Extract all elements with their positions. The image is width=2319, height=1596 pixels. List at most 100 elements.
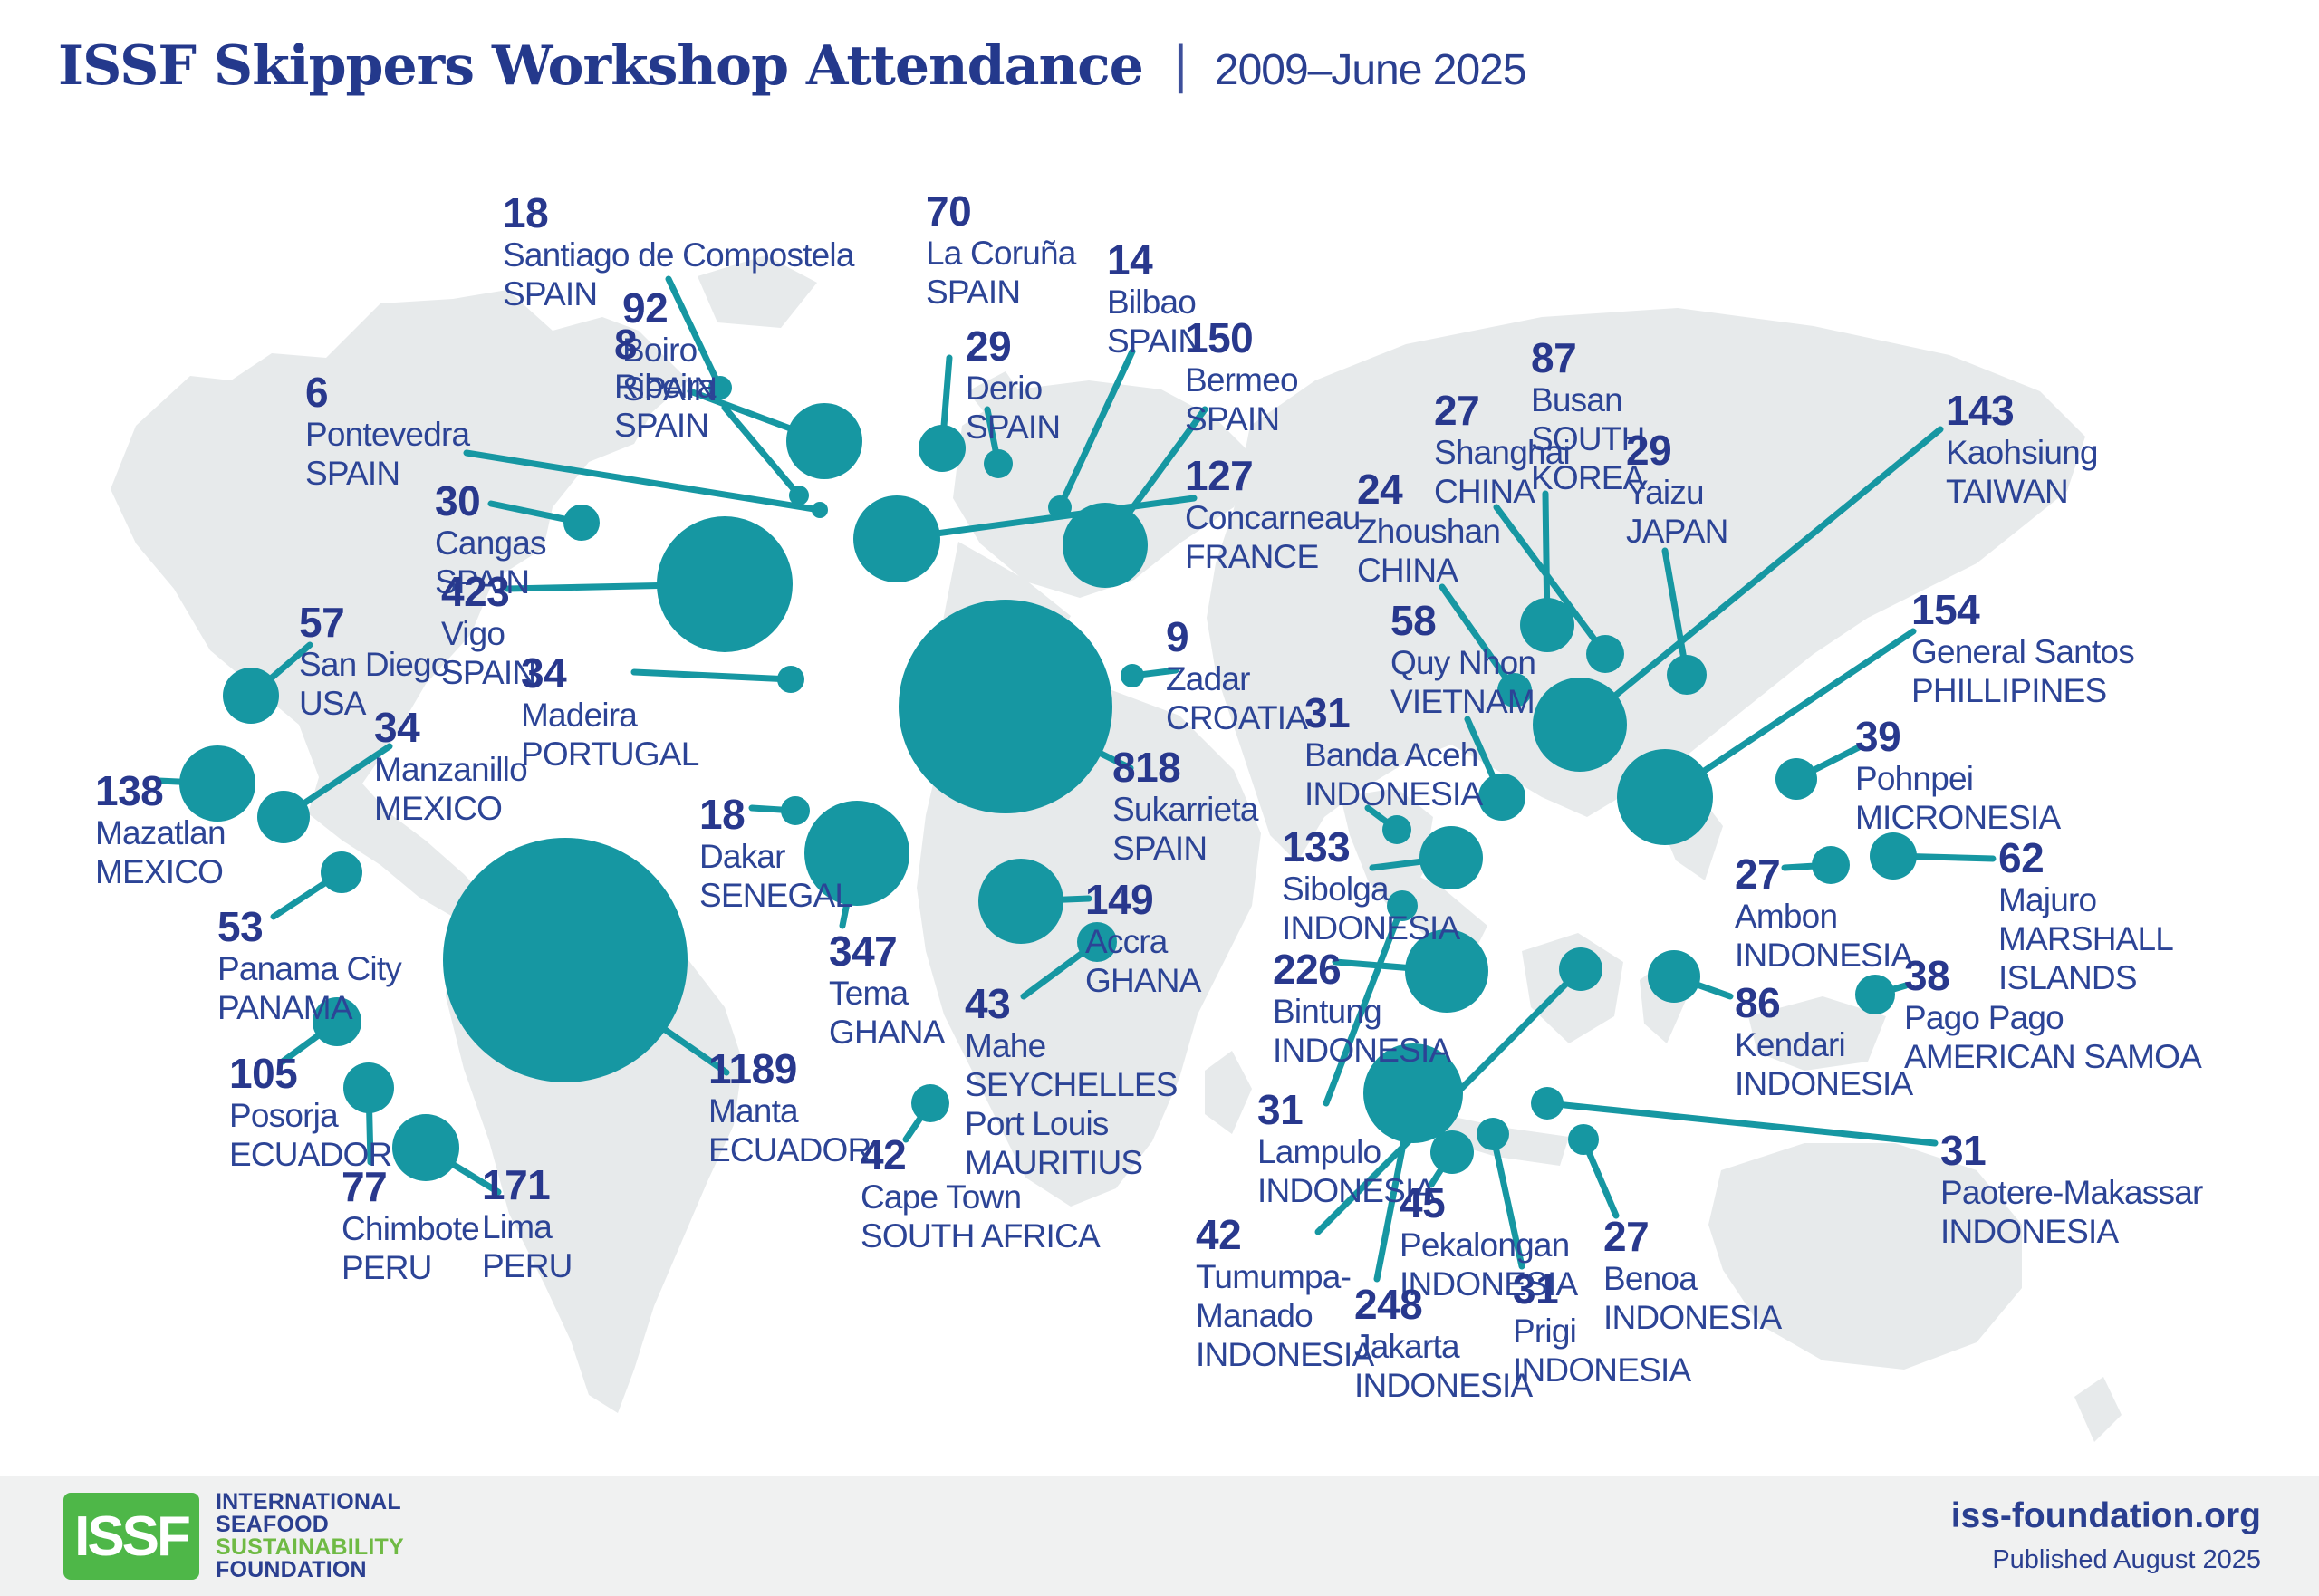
location-label: 53 Panama City PANAMA: [217, 904, 402, 1027]
location-label: 226 Bintung INDONESIA: [1273, 947, 1451, 1070]
city-bubble: [1667, 655, 1707, 695]
location-name-line: Pago Pago: [1904, 999, 2064, 1036]
attendance-count: 34: [521, 649, 567, 697]
location-name-line: Panama City: [217, 950, 402, 987]
leader-line: [1056, 348, 1136, 511]
location-name-line: JAPAN: [1626, 513, 1728, 550]
city-bubble: [1812, 846, 1850, 884]
attendance-count: 171: [482, 1161, 551, 1208]
location-name-line: VIETNAM: [1390, 683, 1535, 720]
location-name-line: Pekalongan: [1400, 1226, 1570, 1264]
city-bubble: [1121, 664, 1144, 687]
location-label: 154 General Santos PHILLIPINES: [1911, 587, 2135, 710]
city-bubble: [223, 668, 279, 724]
location-label: 149 Accra GHANA: [1085, 877, 1201, 1000]
city-bubble: [708, 376, 732, 399]
leader-line: [721, 404, 803, 499]
logo-line-sustainability: SUSTAINABILITY: [216, 1534, 404, 1560]
leader-line: [1439, 583, 1518, 694]
location-label: 818 Sukarrieta SPAIN: [1112, 745, 1258, 868]
attendance-count: 9: [1166, 613, 1189, 660]
location-label: 34 Madeira PORTUGAL: [521, 649, 699, 774]
location-name-line: ECUADOR: [708, 1131, 871, 1168]
city-bubble: [1855, 975, 1895, 1014]
page-title: ISSF Skippers Workshop Attendance: [58, 34, 1144, 98]
city-bubble: [1531, 1087, 1564, 1120]
city-bubble: [984, 449, 1013, 478]
location-name-line: Lampulo: [1257, 1133, 1381, 1170]
location-name-line: CHINA: [1357, 552, 1458, 589]
location-name-line: Zadar: [1166, 660, 1250, 697]
city-bubble: [321, 851, 362, 893]
city-bubble: [313, 997, 361, 1046]
attendance-count: 1189: [708, 1045, 797, 1092]
title-separator: |: [1173, 35, 1188, 94]
leader-line: [463, 449, 823, 514]
location-name-line: General Santos: [1911, 633, 2135, 670]
city-bubble: [1533, 678, 1627, 772]
location-label: 127 Concarneau FRANCE: [1185, 453, 1361, 576]
city-bubble: [1405, 929, 1488, 1013]
location-name-line: Cape Town: [861, 1178, 1022, 1216]
location-name-line: TAIWAN: [1946, 473, 2069, 510]
attendance-count: 29: [966, 322, 1012, 370]
location-name-line: Zhoushan: [1357, 513, 1501, 550]
city-bubble: [563, 505, 600, 541]
location-label: 6 Pontevedra SPAIN: [305, 370, 470, 493]
attendance-count: 127: [1185, 452, 1254, 499]
location-label: 138 Mazatlan MEXICO: [95, 768, 226, 891]
city-bubble: [1586, 635, 1624, 673]
attendance-count: 34: [374, 704, 420, 751]
leader-line: [1323, 902, 1406, 1107]
location-name-line: PANAMA: [217, 989, 353, 1026]
location-label: 30 Cangas SPAIN: [435, 478, 547, 601]
attendance-count: 423: [441, 568, 510, 615]
location-name-line: CHINA: [1434, 473, 1535, 510]
header: ISSF Skippers Workshop Attendance | 2009…: [58, 34, 1527, 98]
location-name-line: INDONESIA: [1273, 1032, 1451, 1069]
location-label: 27 Ambon INDONESIA: [1735, 851, 1913, 975]
published-date: Published August 2025: [1992, 1545, 2261, 1574]
location-label: 27 Benoa INDONESIA: [1603, 1214, 1782, 1337]
location-label: 31 Paotere-Makassar INDONESIA: [1940, 1128, 2203, 1251]
city-bubble: [899, 600, 1112, 813]
attendance-count: 31: [1304, 689, 1351, 736]
attendance-count: 31: [1257, 1086, 1304, 1133]
city-bubble: [1419, 826, 1483, 889]
location-name-line: Ambon: [1735, 898, 1838, 935]
attendance-count: 31: [1940, 1127, 1987, 1174]
city-bubble: [1617, 749, 1713, 845]
location-name-line: INDONESIA: [1513, 1351, 1691, 1389]
location-name-line: SOUTH AFRICA: [861, 1217, 1101, 1255]
footer: ISSF INTERNATIONAL SEAFOOD SUSTAINABILIT…: [0, 1476, 2319, 1596]
location-name-line: SENEGAL: [699, 877, 853, 914]
location-name-line: INDONESIA: [1400, 1265, 1578, 1303]
location-name-line: FRANCE: [1185, 538, 1319, 575]
city-bubble: [1520, 598, 1574, 652]
attendance-count: 150: [1185, 314, 1254, 361]
city-bubble: [1430, 1130, 1474, 1174]
location-label: 27 Shanghai CHINA: [1434, 388, 1571, 511]
location-name-line: Manta: [708, 1092, 799, 1130]
location-label: 42 Cape Town SOUTH AFRICA: [861, 1132, 1101, 1255]
location-label: 77 Chimbote PERU: [342, 1164, 480, 1287]
location-name-line: SPAIN: [966, 409, 1061, 446]
location-name-line: Busan: [1531, 381, 1623, 418]
location-name-line: Lima: [482, 1208, 553, 1245]
location-name-line: Dakar: [699, 838, 786, 875]
location-name-line: SPAIN: [503, 275, 598, 312]
location-name-line: GHANA: [829, 1014, 945, 1051]
location-name-line: Cangas: [435, 524, 547, 562]
island-madagascar: [1205, 1051, 1252, 1134]
location-name-line: Kaohsiung: [1946, 434, 2098, 471]
location-label: 38 Pago Pago AMERICAN SAMOA: [1904, 953, 2202, 1076]
city-bubble: [978, 859, 1063, 944]
location-name-line: SPAIN: [926, 274, 1021, 311]
location-name-line: MICRONESIA: [1855, 799, 2061, 836]
location-name-line: SPAIN: [435, 563, 530, 601]
attendance-count: 42: [1196, 1211, 1242, 1258]
location-label: 57 San Diego USA: [299, 600, 449, 723]
location-label: 8 Ribeira SPAIN: [614, 322, 716, 445]
